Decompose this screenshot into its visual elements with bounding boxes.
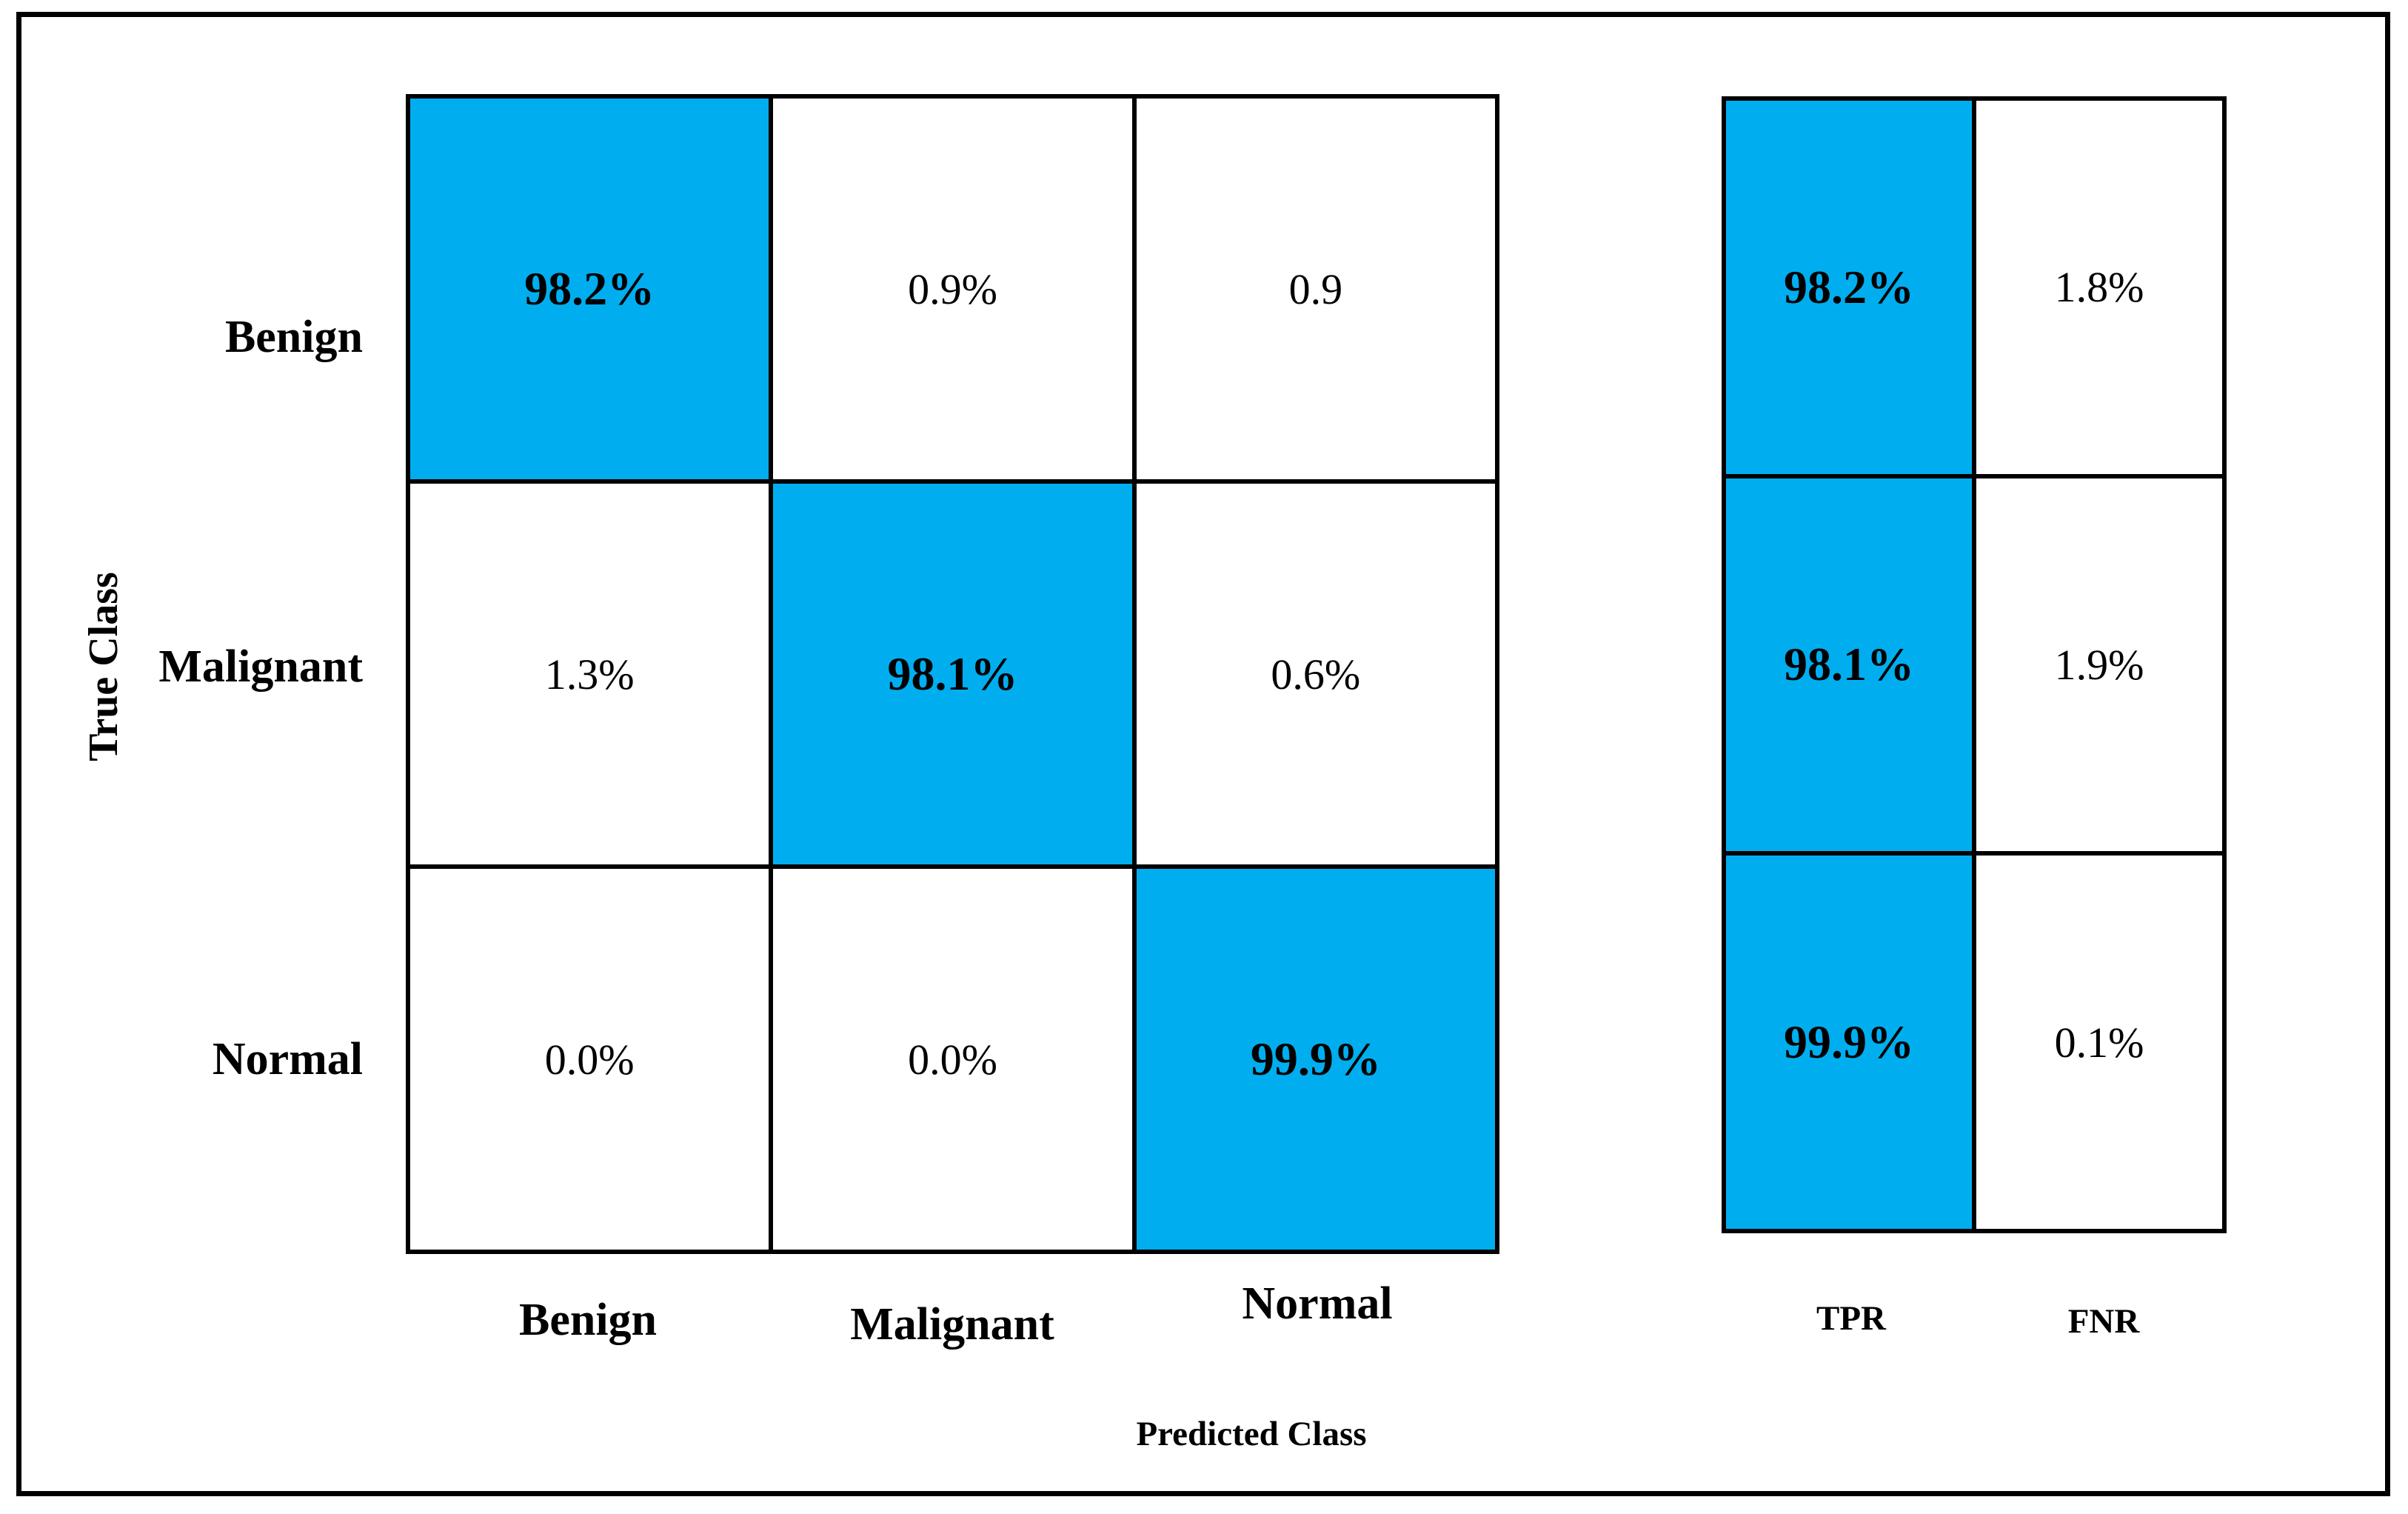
- summary-cell-benign-tpr: 98.2%: [1724, 99, 1974, 476]
- matrix-cell-normal-malignant: 0.0%: [771, 867, 1134, 1252]
- summary-cell-normal-fnr: 0.1%: [1974, 853, 2224, 1231]
- col-label-normal: Normal: [1242, 1278, 1393, 1329]
- col-label-malignant: Malignant: [850, 1299, 1054, 1350]
- row-label-normal: Normal: [212, 1034, 363, 1084]
- matrix-cell-malignant-benign: 1.3%: [408, 481, 772, 867]
- summary-cell-normal-tpr: 99.9%: [1724, 853, 1974, 1231]
- summary-col-label-fnr: FNR: [2067, 1302, 2140, 1341]
- row-label-benign: Benign: [224, 312, 363, 362]
- row-label-malignant: Malignant: [158, 641, 363, 692]
- matrix-cell-benign-normal: 0.9: [1134, 96, 1497, 481]
- matrix-cell-normal-normal: 99.9%: [1134, 867, 1497, 1252]
- col-label-benign: Benign: [518, 1295, 658, 1345]
- matrix-cell-normal-benign: 0.0%: [408, 867, 772, 1252]
- matrix-cell-benign-malignant: 0.9%: [771, 96, 1134, 481]
- matrix-cell-benign-benign: 98.2%: [408, 96, 772, 481]
- summary-col-label-tpr: TPR: [1816, 1299, 1886, 1338]
- summary-cell-malignant-tpr: 98.1%: [1724, 476, 1974, 854]
- matrix-cell-malignant-malignant: 98.1%: [771, 481, 1134, 867]
- x-axis-title: Predicted Class: [1136, 1415, 1367, 1453]
- summary-grid: 98.2% 1.8% 98.1% 1.9% 99.9% 0.1%: [1722, 96, 2227, 1233]
- figure-border: [16, 12, 2390, 1496]
- confusion-matrix-grid: 98.2% 0.9% 0.9 1.3% 98.1% 0.6% 0.0% 0.0%…: [406, 94, 1499, 1254]
- summary-cell-malignant-fnr: 1.9%: [1974, 476, 2224, 854]
- matrix-cell-malignant-normal: 0.6%: [1134, 481, 1497, 867]
- summary-cell-benign-fnr: 1.8%: [1974, 99, 2224, 476]
